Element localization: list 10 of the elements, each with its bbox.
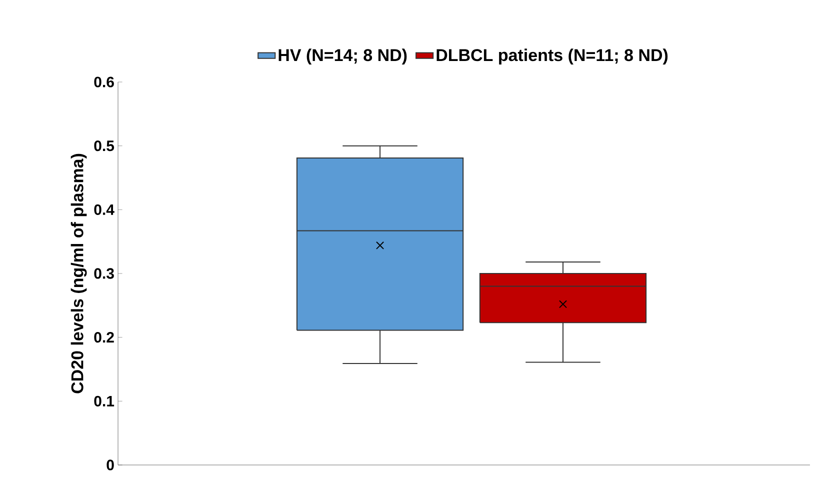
legend-label: DLBCL patients (N=11; 8 ND) [436,48,668,65]
y-tick-label: 0 [106,460,114,470]
y-tick-label: 0.4 [94,204,114,215]
y-tick-label: 0.2 [94,332,114,343]
y-tick-label: 0.5 [94,140,114,152]
y-tick-label: 0.3 [94,268,114,279]
y-tick-label: 0.6 [94,76,114,88]
y-tick-label: 0.1 [94,396,114,406]
y-axis-title: CD20 levels (ng/ml of plasma) [70,154,87,394]
legend-label: HV (N=14; 8 ND) [278,48,407,65]
